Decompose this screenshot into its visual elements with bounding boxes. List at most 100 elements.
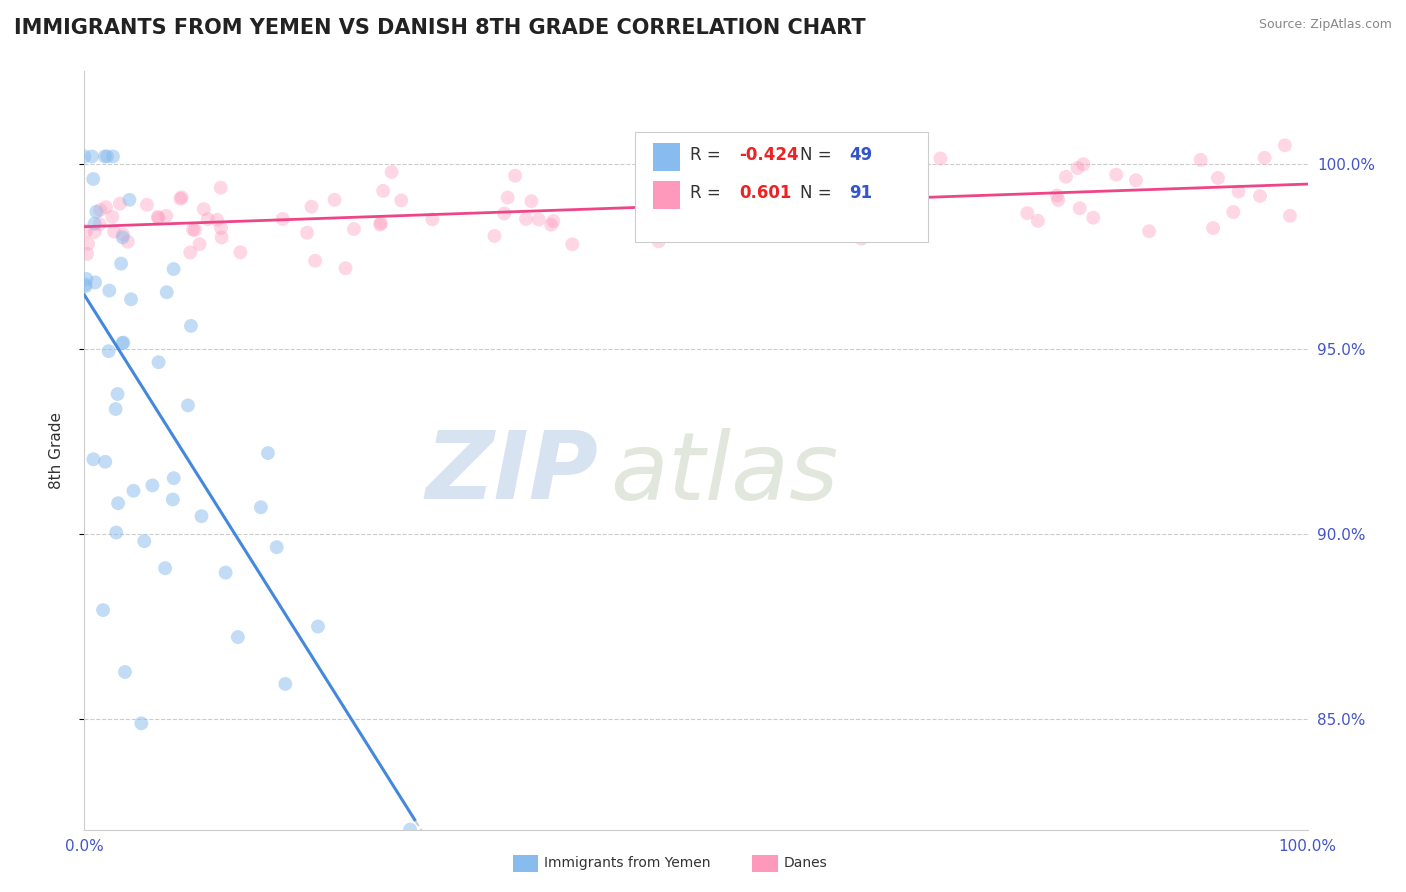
Point: [266, 540, 288, 554]
Point: [307, 619, 329, 633]
Point: [1054, 169, 1077, 184]
Point: [343, 222, 366, 236]
Point: [1083, 211, 1105, 225]
Text: R =: R =: [690, 184, 725, 202]
Point: [98, 284, 121, 298]
Point: [89, 217, 111, 231]
Point: [370, 216, 392, 230]
Point: [209, 221, 232, 235]
Point: [1046, 188, 1069, 202]
Point: [77, 236, 100, 251]
Point: [114, 665, 136, 679]
Point: [1206, 170, 1229, 185]
Point: [1105, 168, 1128, 182]
Point: [496, 190, 519, 204]
Point: [82, 172, 104, 186]
Point: [83, 225, 105, 239]
Point: [111, 336, 134, 351]
Point: [1189, 153, 1212, 167]
Point: [1069, 201, 1091, 215]
Point: [1017, 206, 1039, 220]
Point: [1071, 157, 1094, 171]
Point: [84, 276, 107, 290]
Point: [368, 218, 391, 232]
Point: [1125, 173, 1147, 187]
Text: IMMIGRANTS FROM YEMEN VS DANISH 8TH GRADE CORRELATION CHART: IMMIGRANTS FROM YEMEN VS DANISH 8TH GRAD…: [14, 18, 866, 37]
Point: [162, 492, 184, 507]
Point: [780, 197, 803, 211]
Point: [323, 193, 346, 207]
Point: [162, 262, 184, 277]
Point: [676, 152, 699, 166]
Text: R =: R =: [690, 145, 725, 164]
Point: [520, 194, 543, 209]
Point: [75, 279, 97, 293]
Point: [929, 152, 952, 166]
Point: [177, 398, 200, 412]
Point: [141, 478, 163, 492]
Text: Source: ZipAtlas.com: Source: ZipAtlas.com: [1258, 18, 1392, 31]
Point: [787, 187, 810, 202]
Point: [685, 206, 707, 220]
Point: [741, 202, 763, 216]
Point: [131, 716, 153, 731]
Point: [335, 261, 357, 276]
Point: [214, 566, 236, 580]
Point: [1249, 189, 1271, 203]
Text: -0.424: -0.424: [738, 145, 799, 164]
Point: [188, 237, 211, 252]
Point: [381, 165, 404, 179]
Point: [647, 235, 669, 249]
Text: Danes: Danes: [783, 856, 827, 871]
Point: [135, 198, 157, 212]
Point: [304, 253, 326, 268]
Point: [80, 149, 103, 163]
Point: [274, 677, 297, 691]
Point: [181, 222, 204, 236]
Point: [86, 204, 108, 219]
Point: [111, 230, 134, 244]
Point: [82, 452, 104, 467]
Point: [211, 230, 233, 244]
FancyBboxPatch shape: [654, 180, 681, 210]
Point: [112, 227, 135, 242]
Point: [91, 603, 114, 617]
Point: [153, 561, 176, 575]
Point: [169, 192, 191, 206]
Point: [83, 217, 105, 231]
Point: [703, 168, 725, 182]
Text: 49: 49: [849, 145, 872, 164]
Point: [101, 149, 124, 163]
Point: [205, 212, 228, 227]
Text: N =: N =: [800, 184, 837, 202]
Text: 91: 91: [849, 184, 872, 202]
Point: [1278, 209, 1301, 223]
Point: [107, 496, 129, 510]
Point: [89, 202, 111, 217]
Point: [271, 211, 294, 226]
Text: Immigrants from Yemen: Immigrants from Yemen: [544, 856, 710, 871]
Point: [184, 223, 207, 237]
Point: [685, 153, 707, 168]
Point: [179, 245, 201, 260]
Point: [94, 455, 117, 469]
Point: [295, 226, 318, 240]
Point: [1202, 221, 1225, 235]
Text: atlas: atlas: [610, 427, 838, 519]
Point: [856, 185, 879, 199]
Point: [110, 257, 132, 271]
Point: [373, 184, 395, 198]
Point: [697, 210, 720, 224]
Point: [75, 224, 97, 238]
Point: [76, 247, 98, 261]
Point: [855, 192, 877, 206]
Point: [741, 208, 763, 222]
Point: [637, 194, 659, 209]
Point: [75, 277, 97, 292]
Point: [257, 446, 280, 460]
Point: [226, 630, 249, 644]
Point: [1137, 224, 1160, 238]
Point: [765, 159, 787, 173]
Point: [112, 335, 135, 350]
Point: [851, 232, 873, 246]
